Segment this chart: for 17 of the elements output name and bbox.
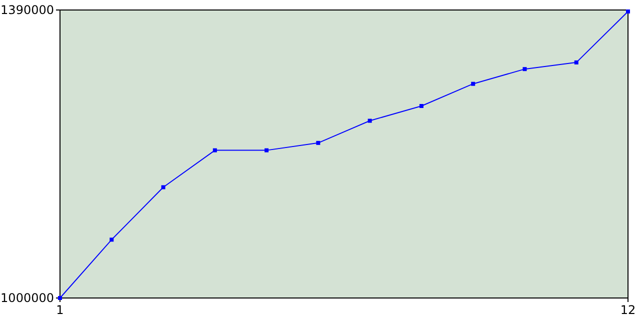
y-tick-label: 1390000 (0, 3, 54, 18)
point (58, 296, 62, 300)
point (522, 67, 527, 72)
point (471, 82, 476, 86)
x-tick-label: 1 (56, 303, 64, 317)
point (368, 118, 372, 123)
x-tick-label: 12 (620, 303, 636, 317)
point (212, 148, 217, 152)
point (626, 9, 630, 14)
point (574, 60, 578, 64)
point (419, 104, 424, 108)
line-series (58, 9, 630, 300)
point (161, 185, 166, 190)
point (110, 238, 114, 242)
point (316, 140, 320, 145)
point (264, 148, 269, 152)
y-tick-label: 1000000 (0, 291, 54, 306)
